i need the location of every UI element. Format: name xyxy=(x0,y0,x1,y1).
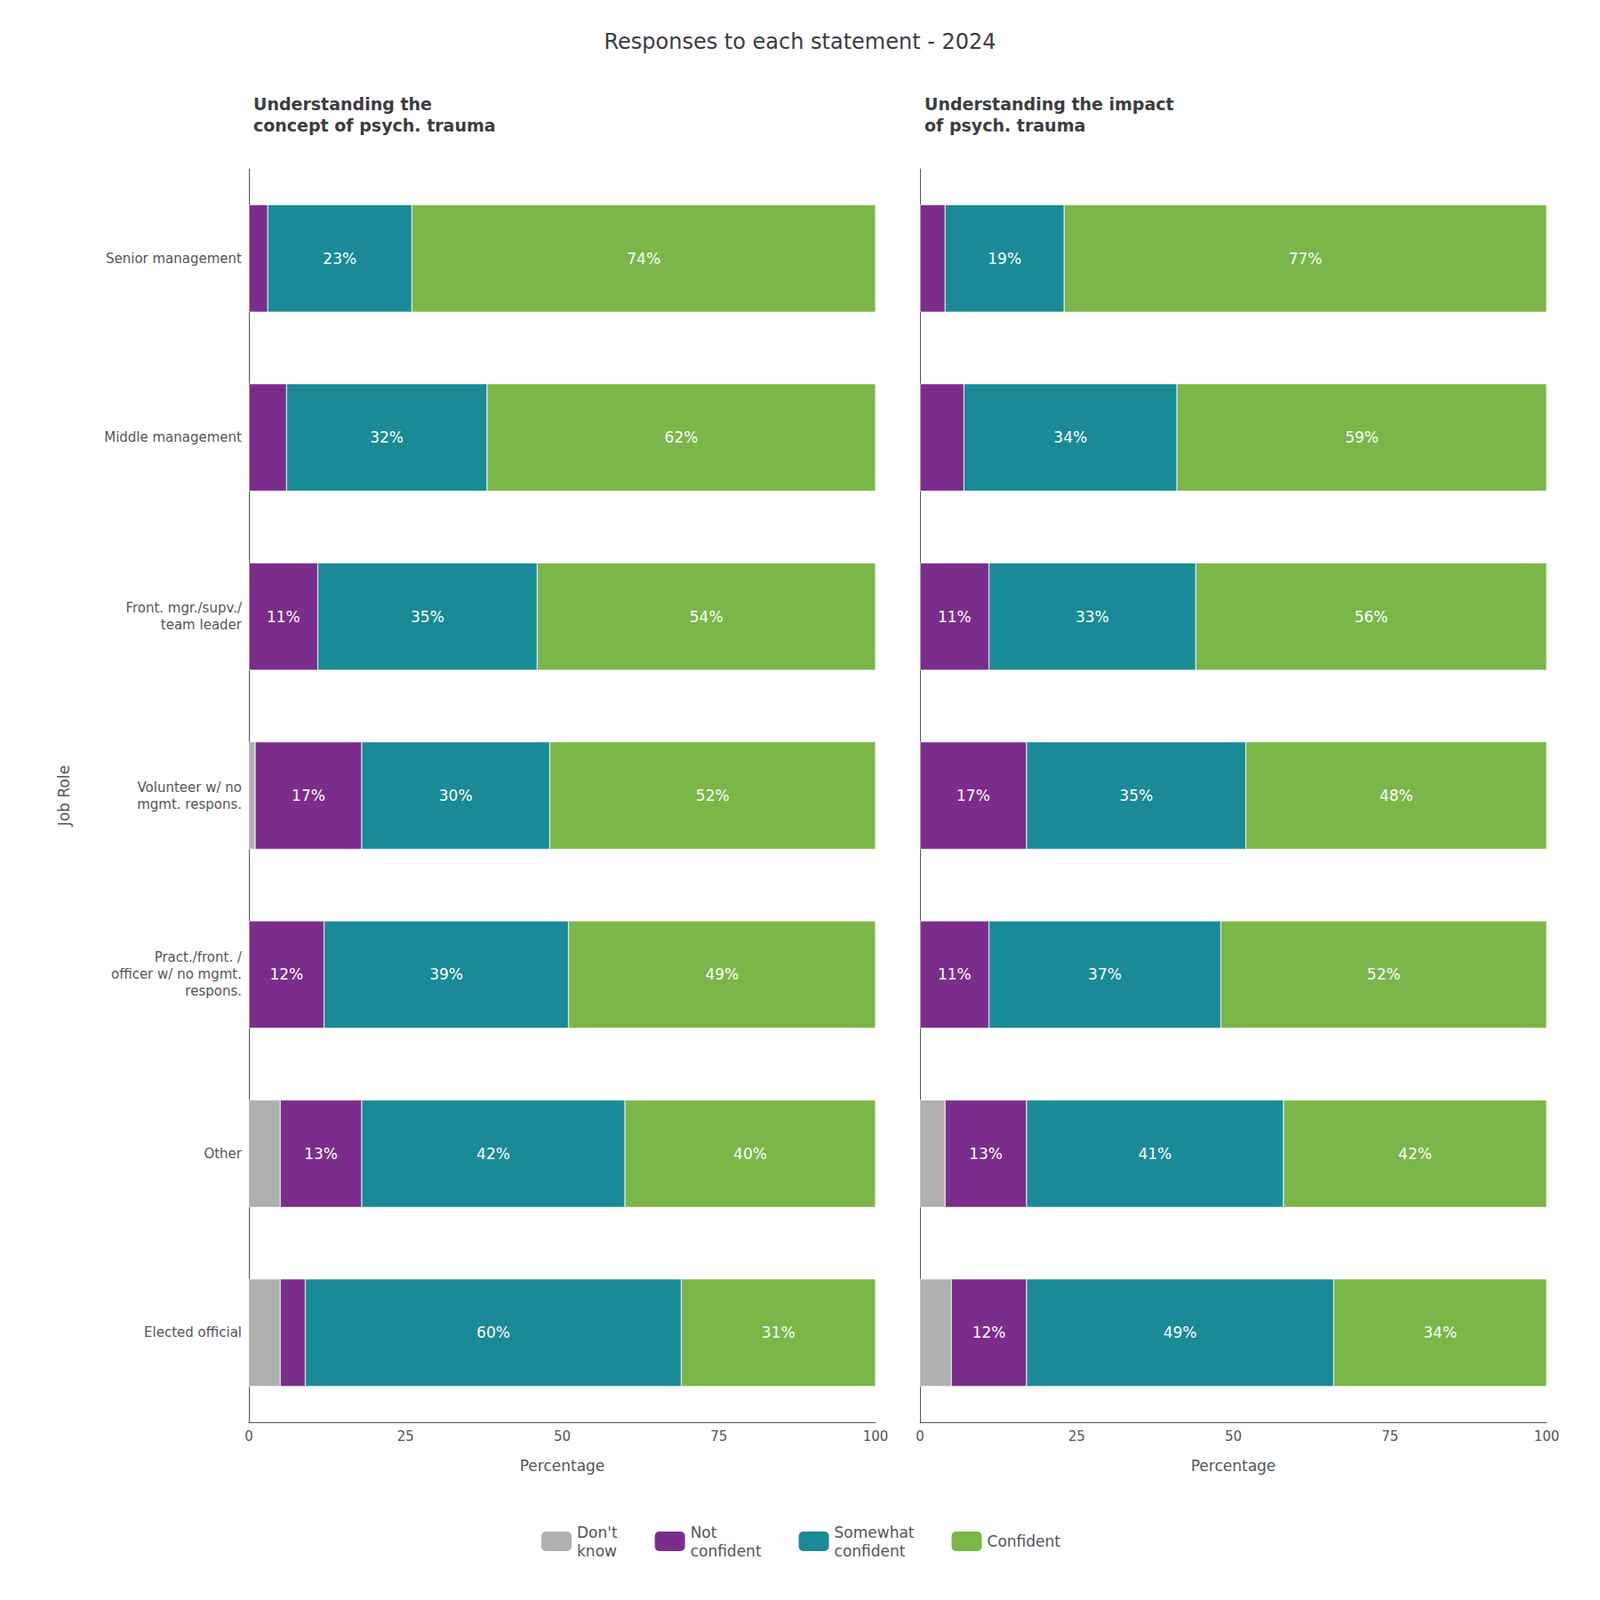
svg-text:Senior management: Senior management xyxy=(105,250,242,267)
svg-text:52%: 52% xyxy=(1367,965,1401,984)
svg-text:team leader: team leader xyxy=(160,616,243,633)
svg-text:19%: 19% xyxy=(987,249,1022,268)
svg-text:Somewhat: Somewhat xyxy=(834,1523,915,1542)
svg-text:25: 25 xyxy=(397,1428,415,1445)
svg-text:17%: 17% xyxy=(291,786,326,805)
svg-text:Understanding the: Understanding the xyxy=(253,94,432,114)
svg-text:Responses to each statement -: Responses to each statement - 2024 xyxy=(603,29,996,55)
svg-text:Elected official: Elected official xyxy=(144,1324,242,1341)
svg-text:75: 75 xyxy=(710,1428,728,1445)
svg-text:confident: confident xyxy=(834,1542,906,1560)
svg-text:50: 50 xyxy=(553,1428,571,1445)
svg-text:37%: 37% xyxy=(1088,965,1122,984)
svg-text:39%: 39% xyxy=(429,965,464,984)
svg-text:74%: 74% xyxy=(626,249,661,268)
svg-text:60%: 60% xyxy=(476,1323,511,1342)
svg-text:mgmt. respons.: mgmt. respons. xyxy=(136,796,242,813)
svg-text:32%: 32% xyxy=(369,428,404,447)
svg-text:11%: 11% xyxy=(266,608,301,626)
svg-text:23%: 23% xyxy=(322,249,357,268)
svg-text:100: 100 xyxy=(863,1428,889,1445)
svg-text:17%: 17% xyxy=(956,786,991,805)
svg-text:11%: 11% xyxy=(937,965,972,984)
svg-text:0: 0 xyxy=(244,1428,254,1445)
svg-text:62%: 62% xyxy=(664,428,699,447)
svg-text:100: 100 xyxy=(1534,1428,1560,1445)
svg-text:Other: Other xyxy=(203,1145,242,1162)
svg-text:77%: 77% xyxy=(1288,249,1323,268)
svg-text:31%: 31% xyxy=(761,1323,796,1342)
svg-text:56%: 56% xyxy=(1354,608,1389,626)
svg-text:13%: 13% xyxy=(304,1144,338,1163)
svg-text:49%: 49% xyxy=(704,965,739,984)
svg-text:41%: 41% xyxy=(1137,1144,1172,1163)
svg-text:34%: 34% xyxy=(1053,428,1088,447)
svg-text:49%: 49% xyxy=(1163,1323,1198,1342)
svg-text:34%: 34% xyxy=(1423,1323,1457,1342)
svg-text:30%: 30% xyxy=(439,786,473,805)
svg-text:33%: 33% xyxy=(1075,608,1110,626)
svg-text:Not: Not xyxy=(690,1523,718,1542)
svg-text:Front. mgr./supv./: Front. mgr./supv./ xyxy=(125,600,243,616)
svg-text:Pract./front. /: Pract./front. / xyxy=(154,949,243,966)
svg-text:75: 75 xyxy=(1381,1428,1399,1445)
svg-text:Volunteer w/ no: Volunteer w/ no xyxy=(136,779,242,796)
svg-text:42%: 42% xyxy=(476,1144,511,1163)
svg-text:0: 0 xyxy=(915,1428,925,1445)
svg-text:of psych. trauma: of psych. trauma xyxy=(924,115,1086,136)
svg-text:25: 25 xyxy=(1068,1428,1086,1445)
svg-text:35%: 35% xyxy=(1119,786,1153,805)
svg-text:11%: 11% xyxy=(937,608,972,626)
svg-text:13%: 13% xyxy=(968,1144,1003,1163)
svg-text:Understanding the impact: Understanding the impact xyxy=(924,94,1175,114)
svg-text:Don't: Don't xyxy=(576,1523,618,1542)
svg-text:Job Role: Job Role xyxy=(55,765,73,827)
svg-text:Percentage: Percentage xyxy=(1191,1456,1277,1475)
svg-text:42%: 42% xyxy=(1398,1144,1432,1163)
svg-text:12%: 12% xyxy=(269,965,304,984)
svg-text:confident: confident xyxy=(690,1542,762,1560)
svg-text:Middle management: Middle management xyxy=(104,429,242,446)
svg-text:Percentage: Percentage xyxy=(520,1456,606,1475)
svg-text:know: know xyxy=(576,1542,617,1560)
svg-text:concept of psych. trauma: concept of psych. trauma xyxy=(253,115,496,136)
svg-text:Confident: Confident xyxy=(987,1532,1062,1551)
svg-text:48%: 48% xyxy=(1379,786,1414,805)
svg-text:respons.: respons. xyxy=(184,983,242,1000)
svg-text:40%: 40% xyxy=(733,1144,768,1163)
svg-text:12%: 12% xyxy=(972,1323,1007,1342)
svg-text:59%: 59% xyxy=(1344,428,1379,447)
svg-text:officer w/ no mgmt.: officer w/ no mgmt. xyxy=(111,966,242,983)
svg-text:50: 50 xyxy=(1224,1428,1242,1445)
svg-text:52%: 52% xyxy=(696,786,730,805)
svg-text:35%: 35% xyxy=(410,608,445,626)
svg-text:54%: 54% xyxy=(689,608,724,626)
